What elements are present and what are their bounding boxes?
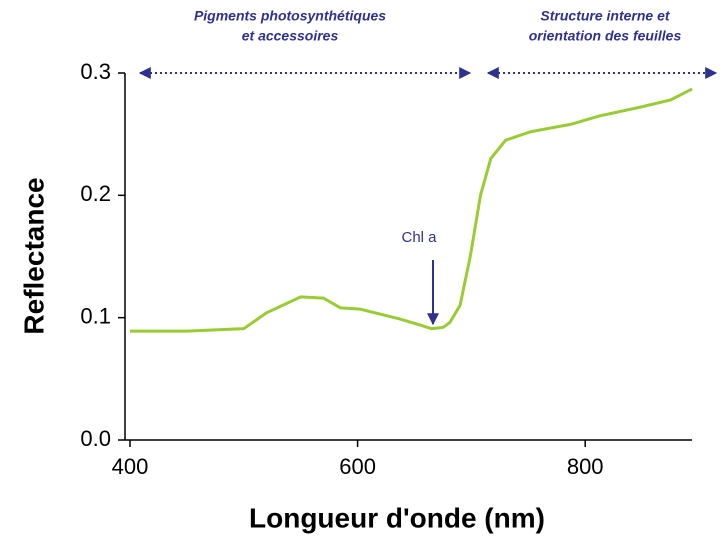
x-tick-label: 600 [339,454,376,479]
x-axis-label: Longueur d'onde (nm) [249,502,545,533]
y-tick-label: 0.0 [80,426,111,451]
y-tick-label: 0.3 [80,59,111,84]
y-tick-label: 0.1 [80,303,111,328]
annotation: Chl a [401,229,437,246]
y-axis-label: Reflectance [18,177,49,334]
y-tick-label: 0.2 [80,181,111,206]
annotation: orientation des feuilles [529,28,682,44]
annotation: Pigments photosynthétiques [194,8,386,24]
data-line [130,87,693,333]
x-tick-label: 800 [567,454,604,479]
x-tick-label: 400 [112,454,149,479]
annotation: et accessoires [242,28,339,44]
annotation: Structure interne et [540,8,670,24]
